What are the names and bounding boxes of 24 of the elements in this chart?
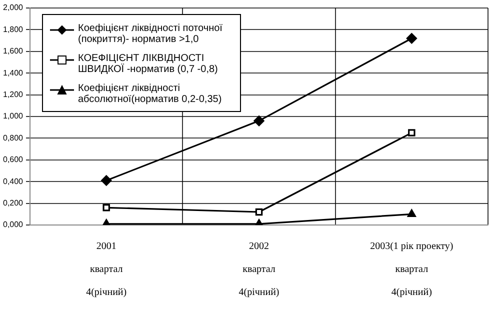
legend-label: Коефіцієнт ліквідності поточної (покриття)- норматив >1,0 <box>78 23 224 45</box>
point <box>101 175 112 186</box>
y-tick-label: 0,600 <box>2 155 24 164</box>
y-tick-label: 0,800 <box>2 133 24 142</box>
category-label: 2001 квартал 4(річний) <box>86 241 127 298</box>
legend-label: Коефіцієнт ліквідності абсолютної(норматив 0,2-0,35) <box>78 83 223 105</box>
point <box>102 204 110 212</box>
legend-label: КОЕФІЦІЄНТ ЛІКВІДНОСТІ ШВИДКОЇ -норматив (0,7 -0,8) <box>78 53 219 75</box>
y-tick-label: 0,400 <box>2 176 24 186</box>
point <box>407 209 416 217</box>
y-tick-label: 1,200 <box>2 90 24 100</box>
y-tick-label: 1,000 <box>2 112 24 121</box>
point <box>254 116 264 126</box>
y-tick-label: 1,800 <box>2 24 24 34</box>
point <box>406 33 417 44</box>
y-tick-label: 1,600 <box>2 46 24 56</box>
category-label: 2002 квартал 4(річний) <box>238 241 280 298</box>
y-tick-label: 2,000 <box>2 3 24 12</box>
y-tick-label: 0,200 <box>2 198 24 208</box>
point <box>255 208 263 216</box>
category-label: 2003(1 рік проекту) квартал 4(річний) <box>370 241 454 298</box>
y-tick-label: 1,400 <box>2 68 24 78</box>
y-tick-label: 0,000 <box>2 220 24 230</box>
point <box>408 129 416 136</box>
